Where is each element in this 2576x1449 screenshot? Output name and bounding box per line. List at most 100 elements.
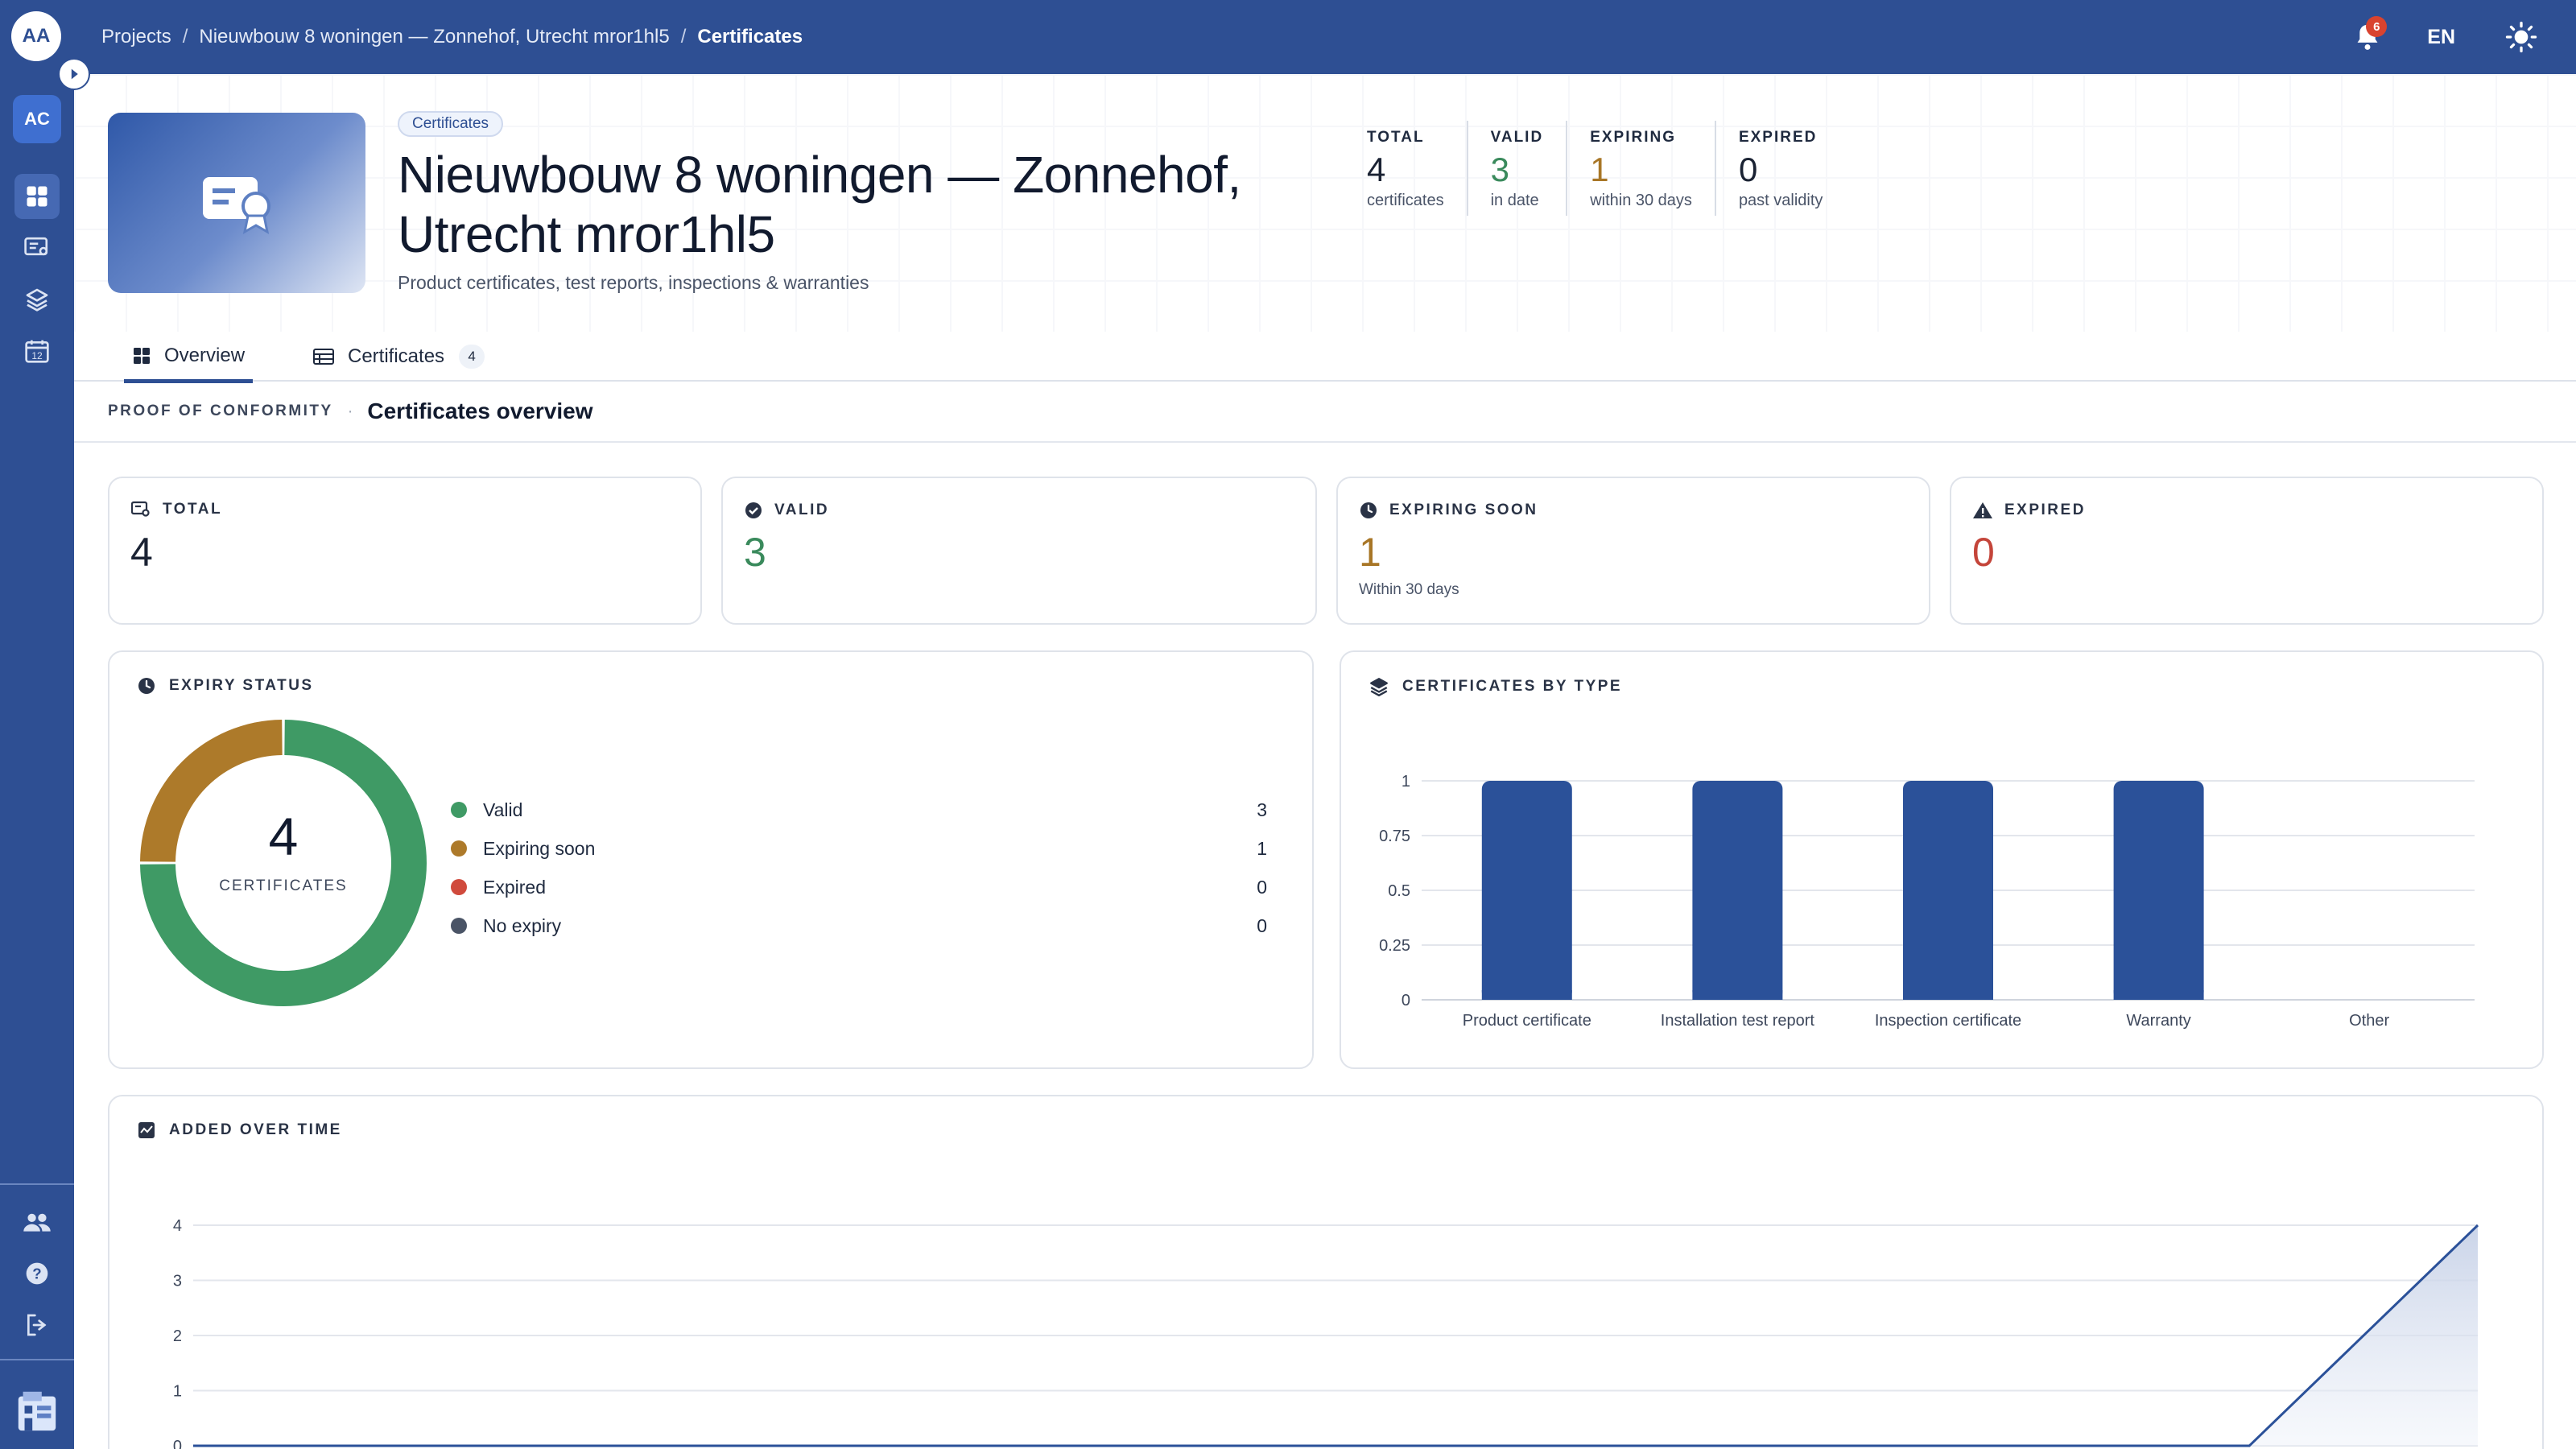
help-icon: ? bbox=[26, 1262, 48, 1285]
stat-card-valid: VALID 3 bbox=[721, 477, 1317, 625]
stat-label-text: EXPIRING SOON bbox=[1389, 502, 1538, 518]
section-title: Certificates overview bbox=[367, 398, 593, 423]
sidebar-divider bbox=[0, 1183, 74, 1185]
card-title: ADDED OVER TIME bbox=[137, 1121, 342, 1140]
theme-toggle[interactable] bbox=[2504, 19, 2539, 55]
breadcrumb-project[interactable]: Nieuwbouw 8 woningen — Zonnehof, Utrecht… bbox=[199, 26, 670, 47]
page-subtitle: Product certificates, test reports, insp… bbox=[398, 272, 869, 293]
stat-label-text: VALID bbox=[774, 502, 830, 518]
certificates-icon bbox=[24, 237, 48, 256]
warning-icon bbox=[1972, 501, 1993, 520]
card-title-text: ADDED OVER TIME bbox=[169, 1121, 342, 1138]
y-tick-label: 0 bbox=[1402, 992, 1410, 1009]
stat-value: 4 bbox=[130, 530, 153, 575]
user-avatar[interactable]: AA bbox=[11, 11, 61, 61]
donut-center-label: CERTIFICATES bbox=[219, 877, 347, 894]
kpi-label: EXPIRING bbox=[1590, 129, 1676, 146]
legend-swatch bbox=[451, 802, 467, 818]
section-eyebrow: PROOF OF CONFORMITY bbox=[108, 402, 333, 419]
calendar-icon: 12 bbox=[25, 340, 49, 363]
clock-icon bbox=[137, 676, 156, 696]
notifications-button[interactable]: 6 bbox=[2350, 16, 2388, 55]
legend-item-expiring-soon: Expiring soon 1 bbox=[451, 829, 1267, 868]
y-tick-label: 1 bbox=[1402, 773, 1410, 791]
sidebar-collapse-toggle[interactable] bbox=[58, 58, 90, 90]
kpi-expired: EXPIRED 0 past validity bbox=[1714, 121, 1846, 216]
tab-overview[interactable]: Overview bbox=[124, 332, 254, 383]
bar-base bbox=[1903, 990, 1993, 1000]
kpi-sub: within 30 days bbox=[1590, 192, 1692, 209]
stat-label-text: TOTAL bbox=[163, 501, 223, 518]
stat-label: TOTAL bbox=[130, 501, 222, 518]
stat-label: EXPIRED bbox=[1972, 501, 2086, 520]
y-tick-label: 0.75 bbox=[1379, 828, 1410, 845]
kpi-value: 0 bbox=[1738, 151, 1758, 188]
layers-icon bbox=[26, 288, 48, 312]
y-tick-label: 0.25 bbox=[1379, 937, 1410, 955]
kpi-sub: certificates bbox=[1367, 192, 1444, 209]
breadcrumb-separator: / bbox=[182, 26, 188, 47]
sidebar-item-help[interactable]: ? bbox=[14, 1251, 60, 1296]
sidebar-item-layers[interactable] bbox=[14, 277, 60, 322]
legend-value: 1 bbox=[1257, 837, 1267, 859]
donut-center-value: 4 bbox=[269, 807, 299, 866]
tab-count-badge: 4 bbox=[459, 345, 485, 369]
bar-product-certificate bbox=[1481, 781, 1572, 1000]
workspace-badge[interactable]: AC bbox=[13, 95, 61, 143]
calendar-day: 12 bbox=[31, 350, 43, 361]
stat-label: EXPIRING SOON bbox=[1359, 501, 1538, 520]
kpi-value: 3 bbox=[1490, 151, 1509, 188]
sidebar: AC 12 ? bbox=[0, 74, 74, 1449]
card-title-text: CERTIFICATES BY TYPE bbox=[1402, 678, 1623, 695]
bar-base bbox=[1481, 990, 1572, 1000]
legend-swatch bbox=[451, 918, 467, 934]
tab-label: Certificates bbox=[348, 345, 445, 367]
stat-card-expired: EXPIRED 0 bbox=[1950, 477, 2544, 625]
logout-icon bbox=[27, 1314, 47, 1336]
tab-label: Overview bbox=[164, 344, 246, 366]
stat-card-total: TOTAL 4 bbox=[108, 477, 702, 625]
x-tick-label: Warranty bbox=[2126, 1012, 2190, 1030]
stat-label-text: EXPIRED bbox=[2004, 502, 2086, 518]
page-title: Nieuwbouw 8 woningen — Zonnehof, Utrecht… bbox=[398, 146, 1241, 263]
breadcrumb-projects[interactable]: Projects bbox=[101, 26, 171, 47]
x-tick-label: Installation test report bbox=[1661, 1012, 1815, 1030]
tab-certificates[interactable]: Certificates 4 bbox=[312, 332, 485, 382]
stat-value: 1 bbox=[1359, 530, 1381, 575]
kpi-total: TOTAL 4 certificates bbox=[1346, 121, 1467, 216]
certificates-by-type-bar-chart: 0 0.25 0.5 0.75 1 Product certificate Installa… bbox=[1379, 773, 2475, 1030]
certificate-icon bbox=[130, 501, 151, 518]
sidebar-item-dashboard[interactable] bbox=[14, 174, 60, 219]
layers-icon bbox=[1368, 676, 1389, 697]
kpi-value: 1 bbox=[1590, 151, 1609, 188]
language-switcher[interactable]: EN bbox=[2427, 25, 2455, 48]
card-title: CERTIFICATES BY TYPE bbox=[1368, 676, 1622, 697]
page-category-tag: Certificates bbox=[398, 111, 504, 137]
building-logo-icon bbox=[18, 1391, 56, 1431]
stat-card-expiring-soon: EXPIRING SOON 1 Within 30 days bbox=[1336, 477, 1930, 625]
breadcrumb: Projects / Nieuwbouw 8 woningen — Zonneh… bbox=[101, 0, 803, 74]
stat-sub: Within 30 days bbox=[1359, 581, 1459, 598]
svg-text:?: ? bbox=[32, 1265, 41, 1282]
certificate-icon bbox=[203, 177, 270, 234]
x-tick-label: Other bbox=[2349, 1012, 2389, 1030]
clock-icon bbox=[1359, 501, 1378, 520]
sidebar-item-certificates[interactable] bbox=[14, 225, 60, 270]
sidebar-item-logout[interactable] bbox=[14, 1302, 60, 1348]
stat-value: 3 bbox=[744, 530, 766, 575]
kpi-valid: VALID 3 in date bbox=[1466, 121, 1567, 216]
sidebar-item-calendar[interactable]: 12 bbox=[14, 328, 60, 374]
bar-installation-test-report bbox=[1692, 781, 1783, 1000]
line-chart-icon bbox=[137, 1121, 156, 1140]
stat-value: 0 bbox=[1972, 530, 1995, 575]
kpi-label: VALID bbox=[1490, 129, 1544, 146]
legend-item-valid: Valid 3 bbox=[451, 791, 1267, 829]
app-logo bbox=[13, 1386, 61, 1435]
kpi-sub: past validity bbox=[1738, 192, 1823, 209]
team-icon bbox=[23, 1213, 51, 1232]
sidebar-item-team[interactable] bbox=[14, 1199, 60, 1245]
legend-value: 0 bbox=[1257, 876, 1267, 898]
y-tick-label: 0 bbox=[173, 1438, 182, 1449]
bar-base bbox=[1692, 990, 1783, 1000]
legend-swatch bbox=[451, 879, 467, 895]
